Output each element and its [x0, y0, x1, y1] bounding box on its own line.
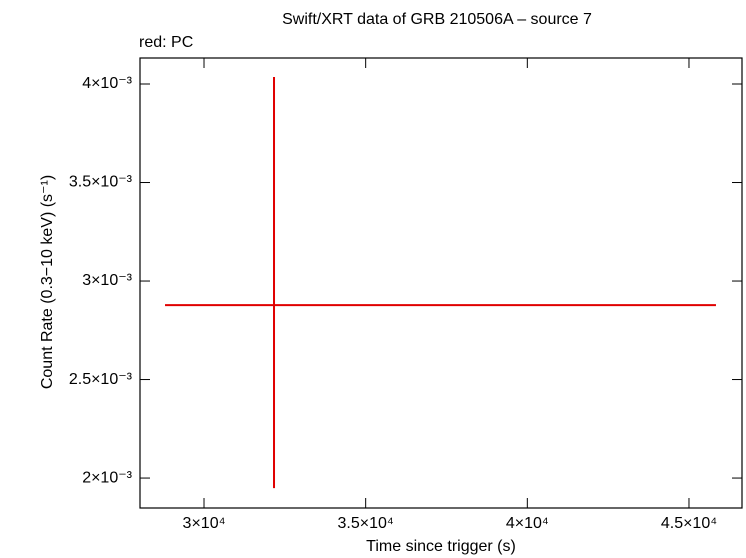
y-tick-label: 2×10⁻³	[82, 469, 132, 486]
x-axis-label: Time since trigger (s)	[366, 538, 516, 555]
chart-title: Swift/XRT data of GRB 210506A – source 7	[282, 11, 592, 28]
x-tick-label: 4×10⁴	[506, 515, 549, 532]
x-tick-label: 3.5×10⁴	[338, 515, 394, 532]
y-tick-label: 4×10⁻³	[82, 75, 132, 92]
x-tick-label: 3×10⁴	[183, 515, 226, 532]
y-tick-label: 3×10⁻³	[82, 272, 132, 289]
plot-frame	[139, 57, 743, 509]
y-axis-label: Count Rate (0.3−10 keV) (s⁻¹)	[39, 175, 56, 389]
y-tick-label: 2.5×10⁻³	[69, 371, 133, 388]
chart-subtitle: red: PC	[139, 34, 193, 51]
x-tick-label: 4.5×10⁴	[661, 515, 717, 532]
y-tick-label: 3.5×10⁻³	[69, 174, 133, 191]
